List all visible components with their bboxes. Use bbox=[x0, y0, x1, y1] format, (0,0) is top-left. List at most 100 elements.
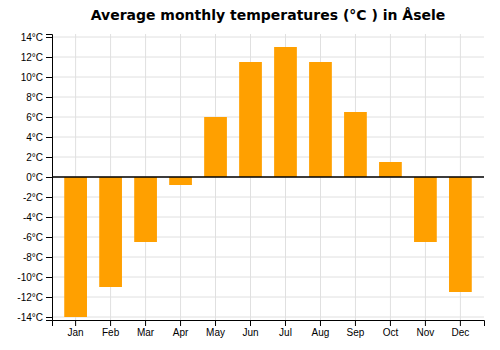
tick: 10°C bbox=[21, 72, 52, 83]
tick: -14°C bbox=[17, 312, 52, 323]
tick-label: -6°C bbox=[23, 232, 43, 243]
bar bbox=[344, 112, 367, 177]
bars bbox=[64, 47, 472, 317]
tick-mark bbox=[425, 320, 426, 326]
grid-line bbox=[52, 317, 484, 318]
tick-mark bbox=[110, 320, 111, 326]
bar bbox=[134, 177, 157, 242]
tick: -10°C bbox=[17, 272, 52, 283]
grid-line bbox=[52, 177, 484, 178]
tick: Jun bbox=[242, 320, 258, 338]
grid-line bbox=[52, 117, 484, 118]
tick-mark bbox=[46, 137, 52, 138]
tick-mark bbox=[390, 320, 391, 326]
tick: Dec bbox=[451, 320, 469, 338]
tick-label: Jan bbox=[68, 327, 84, 338]
tick-label: 4°C bbox=[26, 132, 43, 143]
tick: 4°C bbox=[26, 132, 52, 143]
grid-line bbox=[52, 97, 484, 98]
bar bbox=[274, 47, 297, 177]
tick-label: 12°C bbox=[21, 52, 43, 63]
tick-mark bbox=[460, 320, 461, 326]
tick-mark bbox=[320, 320, 321, 326]
bar bbox=[414, 177, 437, 242]
tick: Apr bbox=[173, 320, 189, 338]
tick-label: 10°C bbox=[21, 72, 43, 83]
grid-line bbox=[52, 157, 484, 158]
tick-mark bbox=[46, 197, 52, 198]
tick-mark bbox=[46, 37, 52, 38]
tick-label: 8°C bbox=[26, 92, 43, 103]
bar bbox=[99, 177, 122, 287]
tick: -6°C bbox=[23, 232, 52, 243]
tick-mark bbox=[46, 297, 52, 298]
tick-label: 2°C bbox=[26, 152, 43, 163]
tick-label: Sep bbox=[347, 327, 365, 338]
tick-mark bbox=[46, 177, 52, 178]
tick: Oct bbox=[383, 320, 399, 338]
grid-line bbox=[52, 57, 484, 58]
axis-line bbox=[46, 35, 53, 321]
chart: -14°C -12°C -10°C -8°C -6°C -4°C -2°C 0°C 2°C 4°C… bbox=[0, 0, 500, 350]
bar bbox=[449, 177, 472, 292]
tick-mark bbox=[355, 320, 356, 326]
tick: Mar bbox=[137, 320, 155, 338]
tick-label: Jun bbox=[242, 327, 258, 338]
tick: 0°C bbox=[26, 172, 52, 183]
tick-mark bbox=[46, 117, 52, 118]
tick-label: -12°C bbox=[17, 292, 43, 303]
tick: Nov bbox=[417, 320, 435, 338]
bar bbox=[239, 62, 262, 177]
tick: Sep bbox=[347, 320, 365, 338]
tick: 8°C bbox=[26, 92, 52, 103]
bar bbox=[169, 177, 192, 185]
tick-mark bbox=[46, 257, 52, 258]
tick-label: -14°C bbox=[17, 312, 43, 323]
tick-mark bbox=[46, 157, 52, 158]
tick-label: Oct bbox=[383, 327, 399, 338]
tick-label: Jul bbox=[279, 327, 292, 338]
axis-line bbox=[53, 321, 485, 327]
plot: -14°C -12°C -10°C -8°C -6°C -4°C -2°C 0°C 2°C 4°C… bbox=[17, 32, 484, 338]
tick-label: Nov bbox=[417, 327, 435, 338]
tick-mark bbox=[285, 320, 286, 326]
tick-label: 6°C bbox=[26, 112, 43, 123]
title: Average monthly temperatures (°C ) in Ås… bbox=[91, 7, 446, 23]
y-axis: -14°C -12°C -10°C -8°C -6°C -4°C -2°C 0°C 2°C 4°C… bbox=[17, 32, 52, 323]
tick: May bbox=[206, 320, 225, 338]
tick: 6°C bbox=[26, 112, 52, 123]
tick-mark bbox=[46, 237, 52, 238]
tick-label: May bbox=[206, 327, 225, 338]
tick-mark bbox=[75, 320, 76, 326]
bar bbox=[379, 162, 402, 177]
tick-mark bbox=[46, 217, 52, 218]
tick-label: -2°C bbox=[23, 192, 43, 203]
tick-label: 0°C bbox=[26, 172, 43, 183]
tick-label: -4°C bbox=[23, 212, 43, 223]
tick: 12°C bbox=[21, 52, 52, 63]
tick-mark bbox=[215, 320, 216, 326]
tick-mark bbox=[180, 320, 181, 326]
x-axis: Jan Feb Mar Apr May Jun Jul Aug Sep Oct Nov Dec bbox=[53, 320, 485, 338]
tick: Feb bbox=[102, 320, 120, 338]
tick: -2°C bbox=[23, 192, 52, 203]
tick: 14°C bbox=[21, 32, 52, 43]
tick-label: 14°C bbox=[21, 32, 43, 43]
tick: -8°C bbox=[23, 252, 52, 263]
tick: 2°C bbox=[26, 152, 52, 163]
bar bbox=[309, 62, 332, 177]
tick: Aug bbox=[312, 320, 330, 338]
tick: Jul bbox=[279, 320, 292, 338]
tick-mark bbox=[46, 317, 52, 318]
tick-label: Feb bbox=[102, 327, 120, 338]
zero-line bbox=[52, 176, 484, 178]
grid bbox=[52, 34, 484, 320]
tick-mark bbox=[46, 97, 52, 98]
tick-mark bbox=[250, 320, 251, 326]
bar bbox=[64, 177, 87, 317]
tick-mark bbox=[46, 57, 52, 58]
tick-mark bbox=[46, 277, 52, 278]
tick-label: -8°C bbox=[23, 252, 43, 263]
tick-label: Mar bbox=[137, 327, 155, 338]
tick-label: Aug bbox=[312, 327, 330, 338]
